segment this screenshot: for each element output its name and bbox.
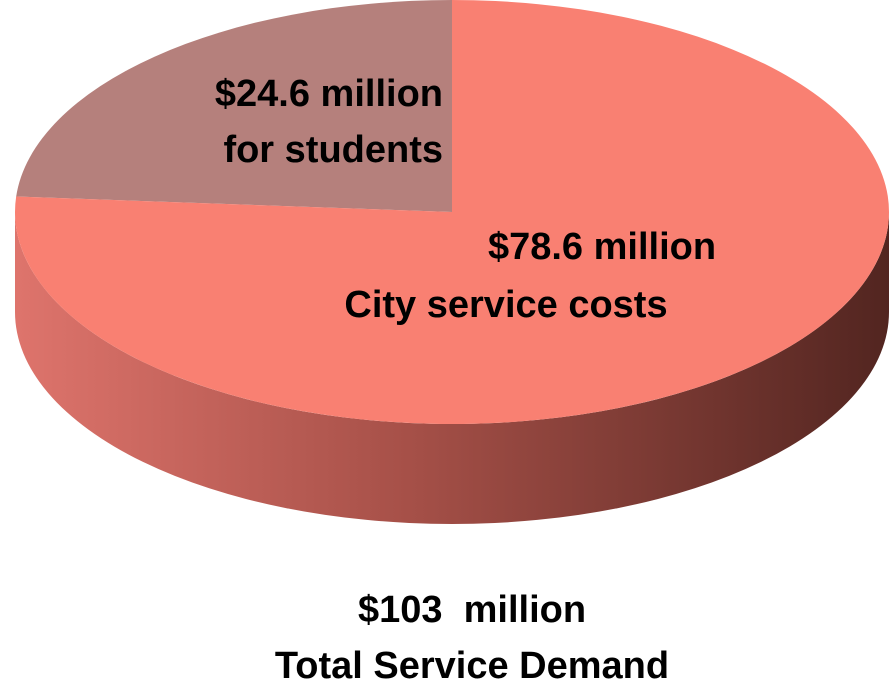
slice-value-label: $24.6 million bbox=[215, 73, 443, 115]
slice-value-label: $78.6 million bbox=[488, 226, 716, 268]
pie-slice bbox=[15, 0, 890, 424]
slice-label: City service costs bbox=[344, 284, 667, 326]
total-label: $103 million bbox=[358, 589, 586, 631]
pie-slice bbox=[16, 0, 452, 212]
pie bbox=[15, 0, 890, 524]
pie-side bbox=[15, 212, 889, 524]
slice-label: for students bbox=[223, 129, 443, 171]
total-name: Total Service Demand bbox=[275, 645, 669, 687]
